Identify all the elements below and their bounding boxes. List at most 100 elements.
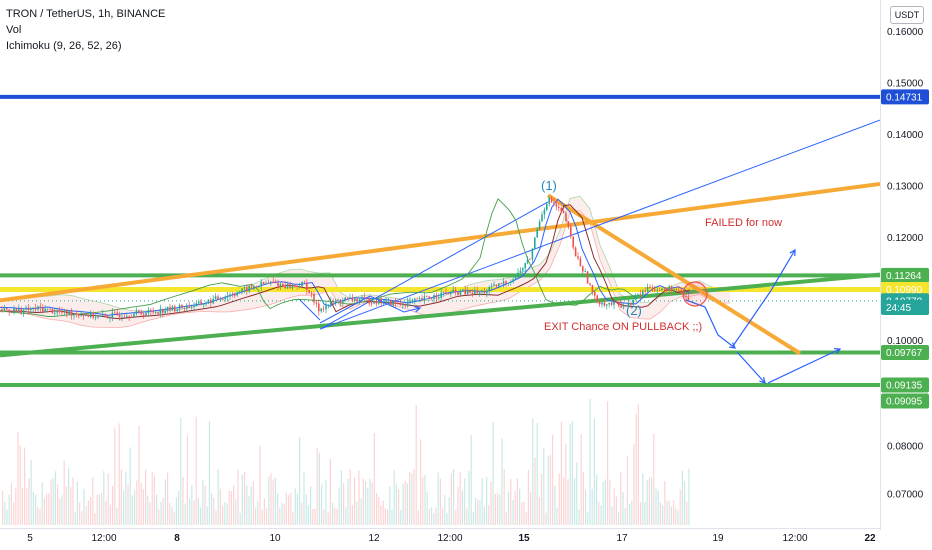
candle-body bbox=[392, 301, 394, 306]
blue-channel-upper bbox=[319, 119, 881, 330]
price-axis: 0.160000.150000.140000.130000.120000.110… bbox=[880, 0, 929, 530]
candle-body bbox=[334, 300, 337, 303]
candle-body bbox=[550, 198, 553, 203]
candle-body bbox=[310, 293, 313, 295]
volume-bar bbox=[257, 501, 259, 525]
candle-body bbox=[102, 314, 104, 316]
time-tick: 8 bbox=[174, 533, 180, 544]
volume-bar bbox=[477, 499, 479, 525]
volume-bar bbox=[222, 506, 224, 525]
candle-body bbox=[190, 306, 193, 308]
wave-arrow-path bbox=[319, 295, 421, 324]
volume-bar bbox=[409, 472, 411, 525]
candle-body bbox=[361, 297, 363, 300]
volume-bar bbox=[325, 479, 327, 525]
candle-body bbox=[510, 282, 512, 283]
candle-body bbox=[99, 315, 102, 317]
volume-bar bbox=[657, 490, 659, 525]
candle-body bbox=[200, 301, 202, 305]
volume-bar bbox=[659, 502, 661, 525]
volume-bar bbox=[28, 478, 30, 525]
candle-body bbox=[354, 298, 356, 301]
volume-bar bbox=[175, 497, 177, 525]
volume-bar bbox=[457, 486, 459, 525]
volume-bar bbox=[635, 414, 637, 525]
candle-body bbox=[409, 300, 411, 302]
price-label-box bbox=[881, 345, 929, 360]
candle-body bbox=[651, 288, 654, 290]
volume-bar bbox=[19, 445, 21, 525]
volume-bar bbox=[516, 478, 518, 525]
volume-bar bbox=[85, 506, 87, 525]
currency-button[interactable]: USDT bbox=[890, 6, 924, 24]
volume-bar bbox=[327, 512, 329, 525]
candle-body bbox=[42, 307, 44, 312]
candle-body bbox=[166, 306, 169, 311]
volume-bar bbox=[521, 502, 523, 525]
candle-body bbox=[332, 300, 334, 303]
volume-bar bbox=[79, 502, 81, 525]
volume-bar bbox=[321, 484, 323, 525]
candle-body bbox=[670, 286, 673, 291]
candle-body bbox=[430, 298, 433, 299]
candle-body bbox=[303, 281, 306, 283]
volume-bar bbox=[96, 494, 98, 525]
volume-bar bbox=[301, 502, 303, 525]
volume-indicator-label[interactable]: Vol bbox=[6, 24, 22, 36]
price-label-box bbox=[881, 267, 929, 283]
volume-bar bbox=[569, 424, 571, 525]
candle-body bbox=[498, 283, 500, 287]
candle-body bbox=[30, 308, 32, 310]
candle-body bbox=[488, 287, 490, 291]
volume-bar bbox=[510, 479, 512, 525]
candle-body bbox=[591, 284, 594, 292]
candle-body bbox=[363, 297, 366, 298]
candle-body bbox=[330, 300, 332, 305]
volume-bar bbox=[578, 509, 580, 525]
volume-bar bbox=[631, 500, 633, 525]
candle-body bbox=[301, 281, 303, 287]
candle-body bbox=[543, 209, 546, 215]
candle-body bbox=[22, 309, 25, 314]
volume-bar bbox=[184, 503, 186, 525]
volume-bar bbox=[123, 490, 125, 525]
volume-bar bbox=[30, 459, 32, 525]
candle-body bbox=[66, 309, 68, 315]
volume-bar bbox=[4, 502, 6, 525]
volume-bar bbox=[149, 502, 151, 525]
volume-bar bbox=[646, 480, 648, 525]
candle-body bbox=[325, 304, 327, 310]
volume-bar bbox=[442, 507, 444, 525]
candle-body bbox=[630, 302, 632, 306]
volume-bar bbox=[670, 506, 672, 525]
candle-body bbox=[378, 298, 380, 304]
volume-bar bbox=[576, 462, 578, 525]
volume-bar bbox=[118, 423, 120, 525]
volume-bar bbox=[314, 508, 316, 525]
volume-bar bbox=[560, 421, 562, 525]
candle-body bbox=[536, 229, 538, 238]
candle-body bbox=[469, 290, 471, 293]
price-tick: 0.07000 bbox=[887, 490, 924, 501]
candle-body bbox=[121, 317, 123, 318]
volume-bar bbox=[532, 418, 534, 525]
volume-bar bbox=[633, 443, 635, 525]
volume-bar bbox=[453, 469, 455, 525]
volume-bar bbox=[83, 488, 85, 525]
failed-note: FAILED for now bbox=[705, 217, 782, 229]
volume-bar bbox=[384, 508, 386, 525]
symbol-title[interactable]: TRON / TetherUS, 1h, BINANCE bbox=[6, 8, 166, 20]
ichimoku-indicator-label[interactable]: Ichimoku (9, 26, 52, 26) bbox=[6, 40, 122, 52]
candle-body bbox=[133, 313, 135, 317]
candle-body bbox=[490, 285, 493, 288]
volume-bar bbox=[651, 477, 653, 525]
orange-upper-channel bbox=[0, 181, 881, 303]
candle-body bbox=[286, 284, 289, 289]
volume-bar bbox=[494, 494, 496, 525]
candle-body bbox=[126, 316, 128, 318]
candle-body bbox=[416, 298, 418, 300]
candle-body bbox=[195, 303, 198, 306]
volume-bar bbox=[74, 511, 76, 525]
volume-bar bbox=[283, 503, 285, 525]
